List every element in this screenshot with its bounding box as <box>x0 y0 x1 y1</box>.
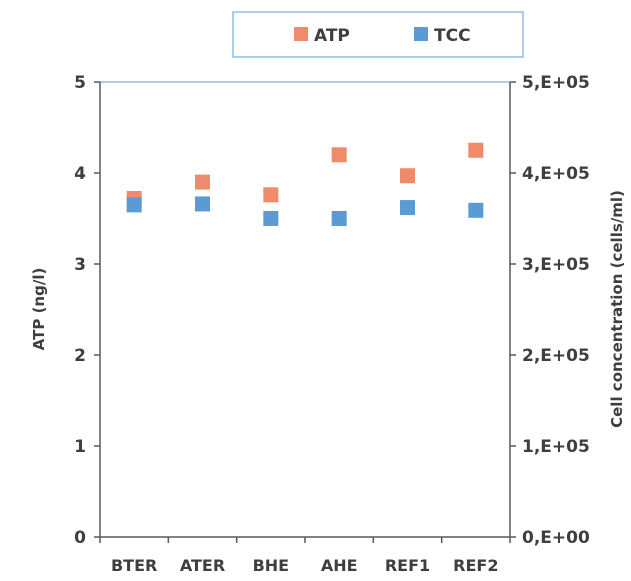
x-tick-label: ATER <box>180 556 225 575</box>
data-marks <box>126 142 484 226</box>
tcc-point <box>126 197 142 213</box>
tcc-point <box>263 211 279 226</box>
atp-point <box>331 147 347 163</box>
y-tick-label: 4 <box>74 164 86 184</box>
legend-label-tcc: TCC <box>434 26 471 46</box>
x-tick-label: BHE <box>253 556 290 575</box>
tcc-point <box>195 196 210 212</box>
y2-tick-label: 1,E+05 <box>522 437 590 457</box>
tcc-point <box>400 200 415 216</box>
x-tick-label: REF1 <box>385 556 430 575</box>
tcc-point <box>331 211 347 226</box>
axis-ticks: 0 1 2 3 4 5 0,E+00 1,E+05 2,E+05 3,E+05 4,E+05 5,E+… <box>74 73 590 575</box>
legend-box <box>232 11 524 58</box>
y2-tick-label: 5,E+05 <box>522 73 590 93</box>
atp-point <box>400 168 415 184</box>
y-tick-label: 5 <box>74 73 86 93</box>
y-tick-label: 3 <box>74 255 86 275</box>
atp-point <box>195 174 210 190</box>
y2-tick-label: 4,E+05 <box>522 164 590 184</box>
y-tick-label: 1 <box>74 437 86 457</box>
y-tick-label: 0 <box>74 528 86 548</box>
atp-point <box>263 187 279 203</box>
x-tick-label: BTER <box>111 556 157 575</box>
legend-swatch-atp <box>294 27 308 41</box>
y-axis-title: ATP (ng/l) <box>30 268 48 351</box>
y2-tick-label: 0,E+00 <box>522 528 590 548</box>
y2-tick-label: 2,E+05 <box>522 346 590 366</box>
atp-point <box>468 142 484 158</box>
y2-axis-title: Cell concentration (cells/ml) <box>608 190 626 428</box>
legend: ATP TCC <box>232 11 524 58</box>
legend-swatch-tcc <box>414 27 428 41</box>
y2-tick-label: 3,E+05 <box>522 255 590 275</box>
legend-label-atp: ATP <box>314 26 350 46</box>
y-tick-label: 2 <box>74 346 86 366</box>
x-tick-label: AHE <box>321 556 358 575</box>
x-tick-label: REF2 <box>453 556 498 575</box>
tcc-point <box>468 202 484 218</box>
